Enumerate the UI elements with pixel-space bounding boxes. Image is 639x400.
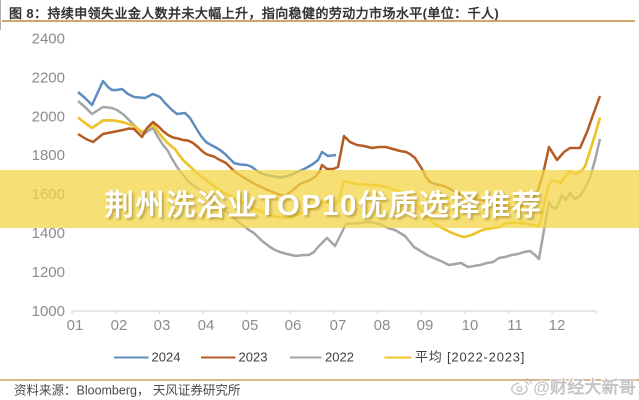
svg-text:2200: 2200 (32, 69, 65, 86)
svg-text:12: 12 (549, 317, 566, 334)
svg-text:2023: 2023 (239, 350, 268, 365)
svg-text:04: 04 (198, 317, 215, 334)
svg-text:资料来源：Bloomberg， 天风证券研究所: 资料来源：Bloomberg， 天风证券研究所 (14, 383, 240, 398)
svg-text:2022: 2022 (325, 350, 354, 365)
svg-text:1200: 1200 (32, 264, 65, 281)
svg-text:09: 09 (417, 317, 434, 334)
svg-text:11: 11 (507, 317, 523, 334)
svg-text:05: 05 (242, 317, 259, 334)
svg-text:2000: 2000 (32, 108, 65, 125)
svg-text:01: 01 (67, 317, 84, 334)
svg-text:2024: 2024 (152, 350, 181, 365)
svg-text:08: 08 (374, 317, 391, 334)
svg-text:平均 [2022-2023]: 平均 [2022-2023] (415, 350, 525, 365)
svg-text:1400: 1400 (32, 225, 65, 242)
svg-text:1800: 1800 (32, 147, 65, 164)
svg-text:1000: 1000 (32, 303, 65, 320)
svg-text:03: 03 (154, 317, 171, 334)
svg-text:06: 06 (285, 317, 302, 334)
svg-text:02: 02 (111, 317, 128, 334)
svg-text:2400: 2400 (32, 31, 65, 48)
svg-text:10: 10 (462, 317, 479, 334)
svg-text:07: 07 (330, 317, 347, 334)
